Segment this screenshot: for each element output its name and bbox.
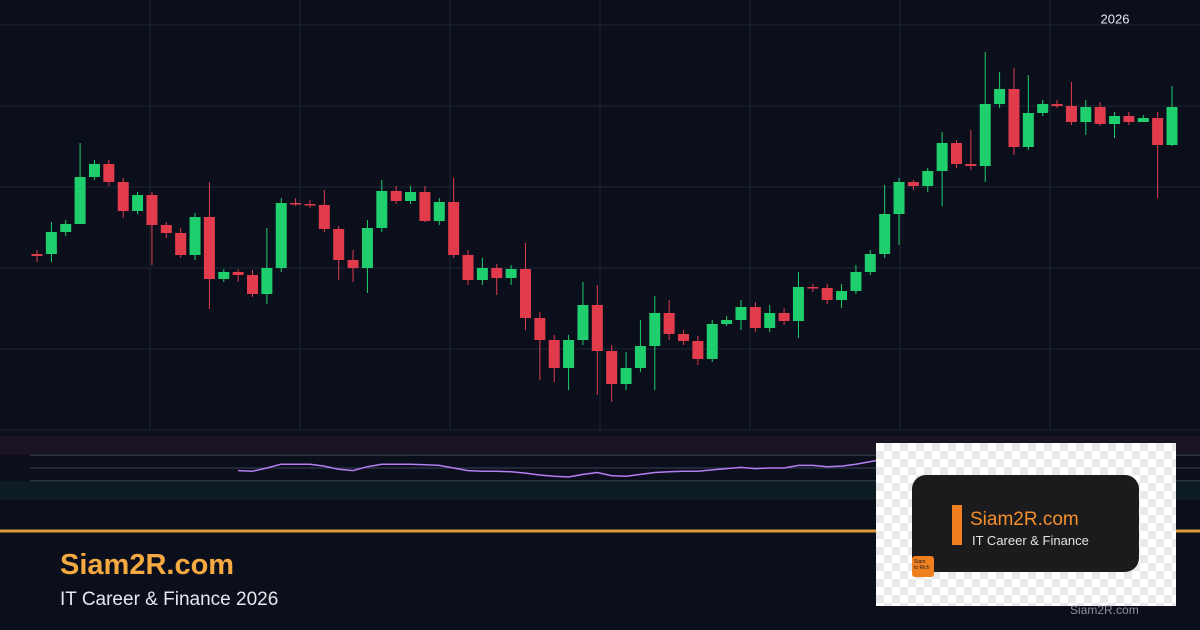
candle-body — [678, 334, 690, 341]
candle-body — [1022, 113, 1034, 147]
candle-body — [950, 143, 962, 164]
candle-body — [261, 268, 273, 294]
candle-body — [965, 164, 977, 166]
candle-body — [347, 260, 359, 268]
candle-body — [1123, 116, 1135, 122]
candle-body — [160, 225, 172, 233]
candle-body — [31, 254, 43, 256]
chart: 2026 — [0, 0, 1200, 533]
logo-bar — [952, 505, 962, 545]
candle-body — [1166, 107, 1178, 145]
candle-body — [936, 143, 948, 171]
candle-body — [864, 254, 876, 272]
logo: Siam2R.com IT Career & Finance Siam to Ri… — [876, 443, 1176, 606]
candle-body — [634, 346, 646, 368]
candle-body — [548, 340, 560, 368]
candle-body — [620, 368, 632, 384]
candle-body — [132, 195, 144, 211]
candle-body — [462, 255, 474, 280]
candle-body — [764, 313, 776, 328]
candle-body — [491, 268, 503, 278]
candle-body — [821, 288, 833, 300]
year-label: 2026 — [1101, 11, 1130, 26]
logo-subtitle: IT Career & Finance — [972, 533, 1089, 548]
candle-body — [333, 229, 345, 260]
logo-badge: Siam to Rich — [912, 556, 934, 577]
candle-body — [318, 205, 330, 229]
candle-body — [850, 272, 862, 291]
candle-body — [247, 275, 259, 294]
candle-body — [448, 202, 460, 255]
candle-body — [1152, 118, 1164, 145]
badge-text: to Rich — [914, 565, 930, 571]
candle-body — [1094, 107, 1106, 124]
candle-body — [1037, 104, 1049, 113]
candle-body — [304, 204, 316, 206]
candle-body — [563, 340, 575, 368]
candle-body — [807, 287, 819, 289]
candle-body — [692, 341, 704, 359]
candle-body — [60, 224, 72, 232]
candle-body — [275, 203, 287, 268]
candle-body — [433, 202, 445, 221]
candle-body — [1137, 118, 1149, 122]
candle-body — [405, 192, 417, 201]
candle-body — [922, 171, 934, 186]
candle-body — [45, 232, 57, 254]
candle-body — [146, 195, 158, 225]
candle-body — [979, 104, 991, 166]
candle-body — [505, 269, 517, 278]
candle-body — [290, 203, 302, 205]
logo-title: Siam2R.com — [970, 509, 1079, 530]
candle-body — [606, 351, 618, 384]
candle-body — [1109, 116, 1121, 124]
candle-body — [419, 192, 431, 221]
candle-body — [591, 305, 603, 351]
candle-body — [203, 217, 215, 279]
footer: Siam2R.com — [1070, 603, 1139, 617]
badge-text: Siam — [914, 559, 926, 565]
candle-body — [907, 182, 919, 186]
logo-card: Siam2R.com IT Career & Finance — [912, 475, 1139, 572]
candle-body — [836, 291, 848, 300]
candle-body — [175, 233, 187, 255]
candle-body — [706, 324, 718, 359]
candle-body — [1065, 106, 1077, 122]
candle-body — [994, 89, 1006, 104]
candle-body — [189, 217, 201, 255]
candle-body — [1080, 107, 1092, 122]
candle-body — [74, 177, 86, 224]
candle-body — [117, 182, 129, 211]
candle-body — [390, 191, 402, 201]
candle-body — [1008, 89, 1020, 147]
candle-body — [476, 268, 488, 280]
candle-body — [1051, 104, 1063, 106]
brand-title: Siam2R.com — [60, 549, 235, 581]
candle-body — [376, 191, 388, 228]
candle-body — [534, 318, 546, 340]
candle-body — [88, 164, 100, 177]
candle-body — [519, 269, 531, 318]
candle-body — [749, 307, 761, 328]
candle-body — [721, 320, 733, 324]
candle-body — [792, 287, 804, 321]
candle-body — [735, 307, 747, 320]
candle-body — [232, 272, 244, 275]
candle-body — [361, 228, 373, 268]
candle-body — [577, 305, 589, 340]
candle-body — [879, 214, 891, 254]
candle-body — [663, 313, 675, 334]
candle-body — [893, 182, 905, 214]
brand-subtitle: IT Career & Finance 2026 — [60, 589, 279, 610]
candle-body — [778, 313, 790, 321]
candle-body — [103, 164, 115, 182]
candle-body — [218, 272, 230, 279]
candle-body — [649, 313, 661, 346]
